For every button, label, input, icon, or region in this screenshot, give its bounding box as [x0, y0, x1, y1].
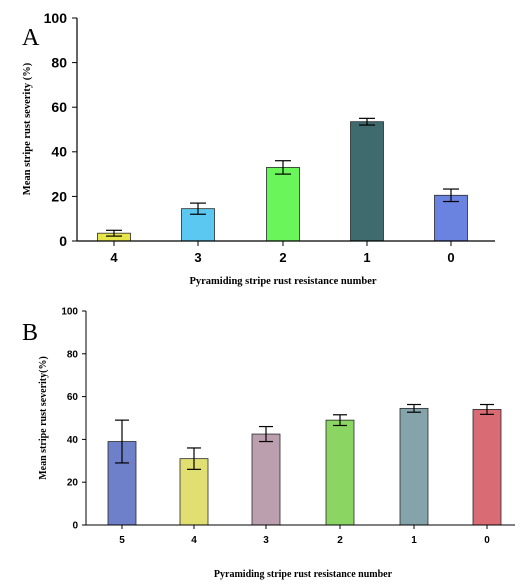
panel-b-y-tick-label: 80: [67, 349, 79, 360]
panel-a-x-tick-label: 0: [447, 250, 454, 265]
panel-b-x-tick-label: 4: [191, 535, 197, 546]
panel-a-y-tick-label: 100: [44, 10, 68, 26]
panel-b-y-tick-label: 100: [61, 307, 78, 318]
panel-b-bar-1: [399, 407, 429, 526]
panel-b-x-tick-label: 3: [263, 535, 269, 546]
panel-a-bar-1: [350, 121, 384, 242]
panel-a-marks: 0 20 40 60 80 100 4 3 2 1 0: [44, 10, 468, 265]
panel-b-x-tick-label: 1: [411, 535, 417, 546]
panel-b-y-tick-label: 20: [67, 478, 79, 489]
panel-a-y-tick-label: 80: [51, 55, 67, 71]
panel-a-x-tick-label: 1: [363, 250, 370, 265]
panel-b-x-tick-label: 0: [484, 535, 490, 546]
panel-b-x-label: Pyramiding stripe rust resistance number: [214, 569, 393, 580]
panel-b-letter: B: [22, 320, 38, 346]
panel-a-x-tick-label: 4: [110, 250, 118, 265]
panel-a-x-tick-label: 3: [194, 250, 201, 265]
panel-b-y-tick-label: 40: [67, 435, 79, 446]
panel-b-bar-0: [472, 409, 502, 526]
panel-b-y-tick-label: 0: [72, 521, 78, 532]
panel-a-x-label: Pyramiding stripe rust resistance number: [189, 276, 376, 287]
panel-b-bar-3: [251, 433, 281, 526]
panel-b-x-tick-label: 2: [337, 535, 343, 546]
panel-a: A 0 20 40 60 80 100 4 3 2 1 0 Mean stripe rust sev…: [22, 10, 495, 287]
panel-a-y-label: Mean stripe rust severity (%): [22, 62, 33, 195]
panel-b-y-label: Mean stripe rust severity(%): [38, 356, 49, 480]
panel-b-x-tick-label: 5: [119, 535, 125, 546]
panel-b-marks: 0 20 40 60 80 100 5 4 3 2 1 0: [61, 307, 502, 546]
panel-a-y-tick-label: 40: [51, 144, 67, 160]
panel-b-y-tick-label: 60: [67, 392, 79, 403]
panel-a-x-tick-label: 2: [279, 250, 286, 265]
panel-a-letter: A: [22, 25, 40, 51]
panel-a-y-tick-label: 0: [59, 233, 67, 249]
panel-b: B 0 20 40 60 80 100 5 4 3 2 1 0 Mean stripe rust se…: [22, 307, 515, 580]
panel-a-y-tick-label: 60: [51, 99, 67, 115]
panel-a-y-tick-label: 20: [51, 188, 67, 204]
panel-b-bar-2: [325, 419, 355, 526]
panel-a-bar-2: [266, 167, 300, 242]
panel-a-bar-0: [434, 194, 468, 242]
